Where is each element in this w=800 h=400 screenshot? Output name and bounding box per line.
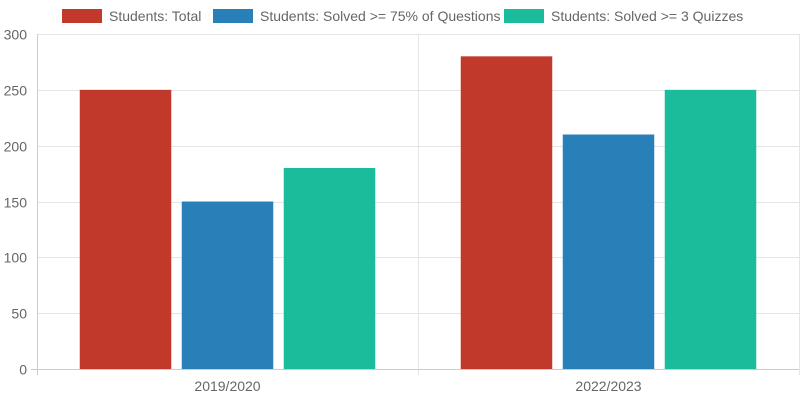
legend-swatch-1[interactable] xyxy=(62,9,102,23)
bar-1-2[interactable] xyxy=(460,56,553,369)
y-tick-label-150: 150 xyxy=(4,195,28,211)
x-tick-label-2: 2022/2023 xyxy=(575,378,641,394)
y-tick-label-300: 300 xyxy=(4,27,28,43)
y-tick-label-200: 200 xyxy=(4,139,28,155)
bar-3-1[interactable] xyxy=(283,168,376,369)
legend-label-2[interactable]: Students: Solved >= 75% of Questions xyxy=(260,8,501,24)
bars xyxy=(79,56,757,370)
bar-3-2[interactable] xyxy=(664,89,757,369)
y-tick-label-50: 50 xyxy=(11,306,27,322)
legend-label-1[interactable]: Students: Total xyxy=(109,8,201,24)
x-tick-label-1: 2019/2020 xyxy=(194,378,260,394)
legend-swatch-2[interactable] xyxy=(213,9,253,23)
y-tick-label-100: 100 xyxy=(4,250,28,266)
bar-2-1[interactable] xyxy=(181,201,274,370)
y-tick-label-250: 250 xyxy=(4,83,28,99)
legend: Students: Total Students: Solved >= 75% o… xyxy=(62,8,743,24)
bar-2-2[interactable] xyxy=(562,134,655,370)
y-axis-tick-labels: 0 50 100 150 200 250 300 xyxy=(4,27,28,378)
bar-1-1[interactable] xyxy=(79,89,172,369)
legend-swatch-3[interactable] xyxy=(504,9,544,23)
legend-label-3[interactable]: Students: Solved >= 3 Quizzes xyxy=(551,8,743,24)
y-tick-label-0: 0 xyxy=(19,362,27,378)
x-axis-tick-labels: 2019/2020 2022/2023 xyxy=(194,378,641,394)
